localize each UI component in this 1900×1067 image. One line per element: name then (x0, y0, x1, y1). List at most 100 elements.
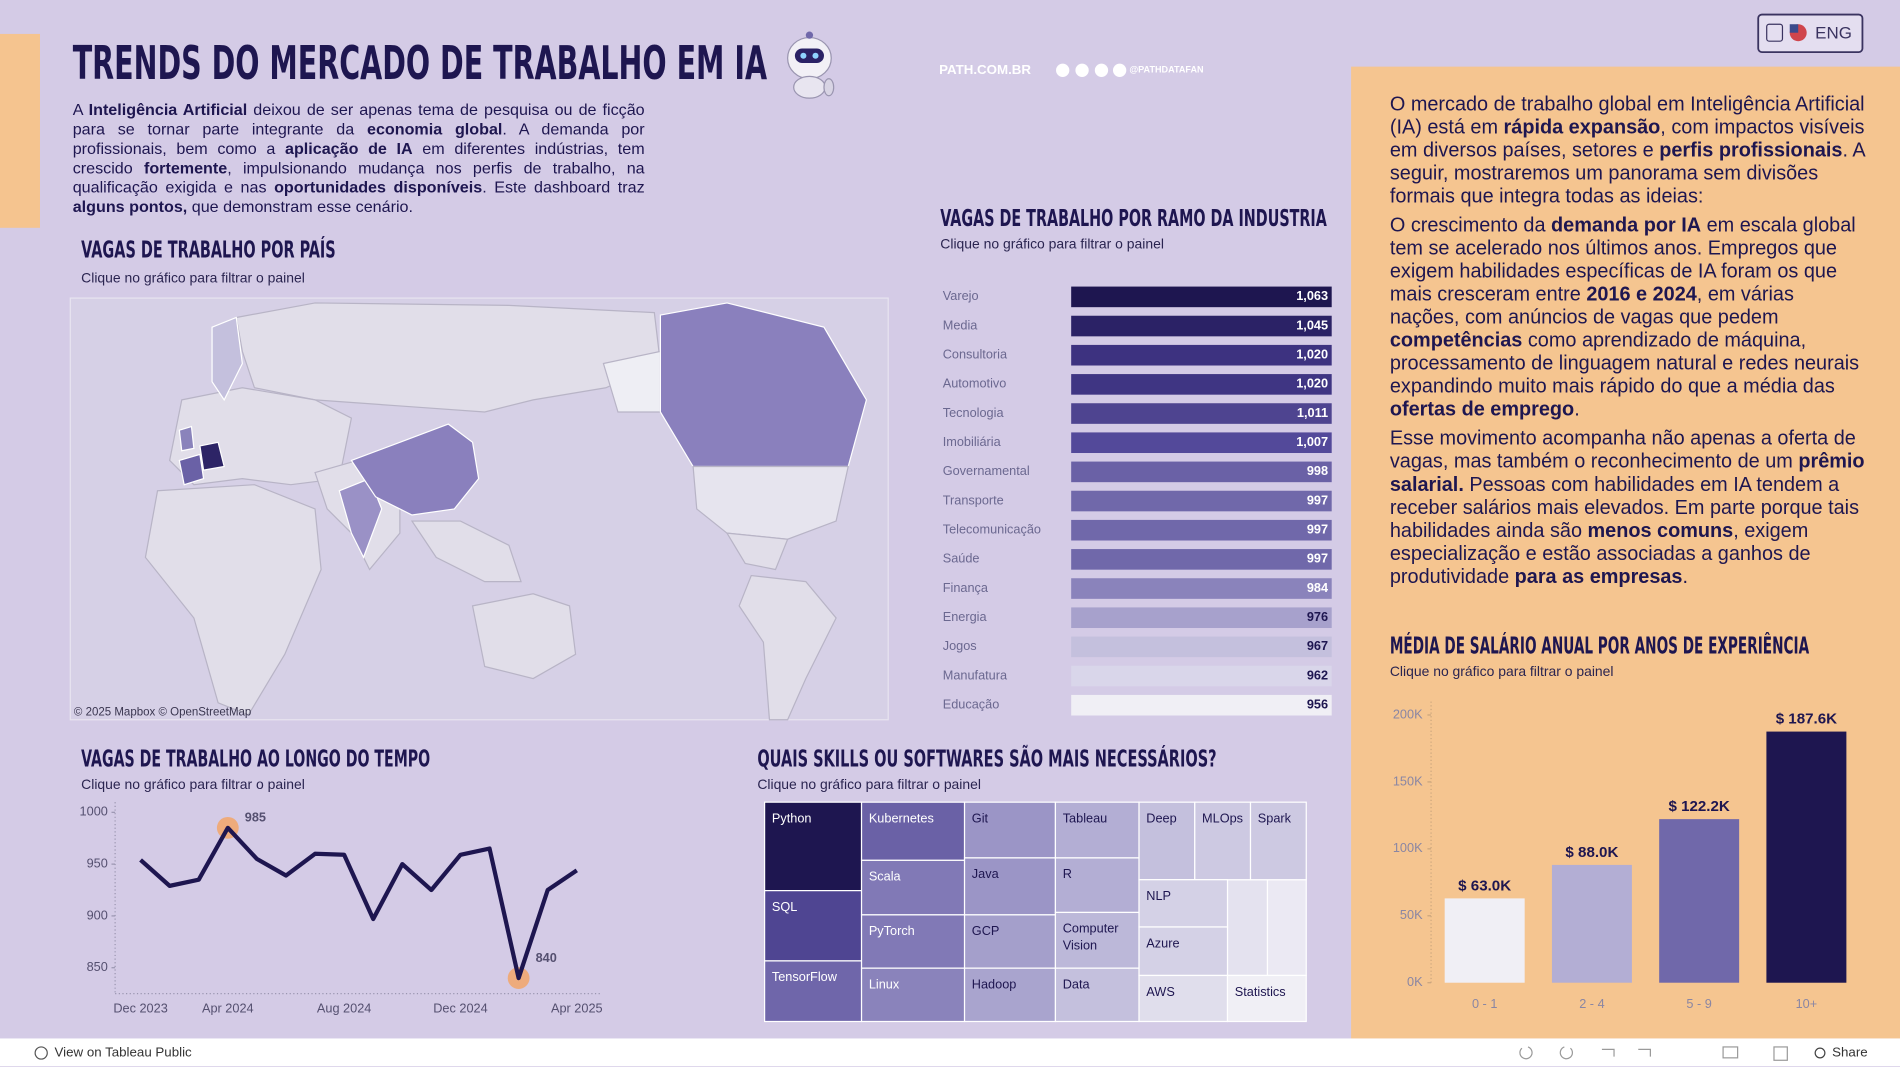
treemap-cell[interactable] (1138, 801, 1196, 881)
x-tick-label: 0 - 1 (1472, 996, 1497, 1011)
treemap-label: Hadoop (972, 977, 1017, 992)
treemap-cell[interactable] (1054, 911, 1140, 969)
text: . A seguir, mostraremos um panorama sem … (1389, 139, 1865, 208)
language-button[interactable] (1757, 13, 1864, 54)
y-tick-label: 900 (87, 907, 108, 922)
bar[interactable] (1551, 864, 1632, 983)
treemap-label: Java (972, 866, 1000, 881)
value-label: 997 (1307, 522, 1328, 537)
treemap-label: PyTorch (869, 923, 915, 938)
treemap-cell[interactable] (963, 967, 1057, 1023)
bar[interactable] (1071, 461, 1332, 483)
y-tick-label: 850 (87, 959, 108, 974)
bar[interactable] (1071, 607, 1332, 629)
treemap-cell[interactable] (1249, 801, 1307, 881)
bar[interactable] (1071, 519, 1332, 541)
treemap-label: R (1063, 866, 1072, 881)
treemap-cell[interactable] (1138, 879, 1229, 928)
treemap-label: GCP (972, 923, 1000, 938)
bar[interactable] (1071, 578, 1332, 599)
treemap-label: AWS (1146, 984, 1175, 999)
treemap-cell[interactable] (763, 890, 863, 962)
value-label: 997 (1307, 492, 1328, 507)
social-icons[interactable] (1056, 63, 1127, 77)
treemap-cell[interactable] (1226, 974, 1307, 1023)
treemap-label: Computer Vision (1063, 921, 1120, 953)
category-label: Varejo (943, 288, 979, 303)
chart-title: MÉDIA DE SALÁRIO ANUAL POR ANOS DE EXPER… (1390, 632, 1809, 660)
treemap-label: Statistics (1235, 984, 1286, 999)
treemap-label: Deep (1146, 810, 1176, 825)
category-label: Tecnologia (943, 405, 1005, 420)
text: O crescimento da (1389, 214, 1552, 237)
treemap-cell[interactable] (963, 914, 1057, 969)
y-tick-label: 950 (87, 855, 108, 870)
bar[interactable] (1071, 636, 1332, 658)
bold-text: economia global (366, 119, 503, 139)
value-label: $ 122.2K (1668, 798, 1729, 815)
category-label: Manufatura (943, 667, 1008, 682)
value-label: 1,020 (1296, 347, 1328, 362)
bar[interactable] (1071, 549, 1332, 570)
bar[interactable] (1071, 286, 1332, 308)
line[interactable] (139, 825, 578, 981)
bar[interactable] (1071, 403, 1332, 424)
bar[interactable] (1071, 432, 1332, 454)
bold-text: alguns pontos, (72, 197, 188, 216)
site-link[interactable]: PATH.COM.BR (939, 62, 1031, 77)
x-tick-label: Dec 2023 (113, 1001, 167, 1016)
bar[interactable] (1071, 374, 1332, 395)
footer-link[interactable]: View on Tableau Public (55, 1045, 193, 1060)
text: O mercado de trabalho global em Inteligê… (1389, 93, 1865, 139)
text: . Este dashboard traz (482, 178, 645, 197)
value-label: 1,045 (1296, 317, 1328, 332)
treemap-cell[interactable] (1054, 857, 1140, 914)
text: , com impactos visíveis em diversos país… (1389, 116, 1865, 162)
bold-text: Inteligência Artificial (88, 100, 248, 119)
bar[interactable] (1071, 694, 1332, 716)
toolbar-icons[interactable] (1519, 1046, 1826, 1061)
bar[interactable] (1766, 731, 1847, 983)
flag-canton (1789, 24, 1799, 33)
chart-title: VAGAS DE TRABALHO AO LONGO DO TEMPO (81, 746, 430, 772)
treemap-cell[interactable] (1266, 879, 1307, 977)
chart-subtitle: Clique no gráfico para filtrar o painel (81, 776, 305, 792)
treemap-label: Linux (869, 977, 900, 992)
paragraph: O crescimento da demanda por IA em escal… (1390, 214, 1865, 421)
paragraph: Esse movimento acompanha não apenas a of… (1390, 428, 1865, 589)
value-label: 998 (1307, 463, 1328, 478)
language-label[interactable]: ENG (1815, 23, 1852, 42)
treemap-cell[interactable] (1194, 801, 1252, 881)
treemap-cell[interactable] (963, 801, 1057, 859)
bar[interactable] (1071, 490, 1332, 512)
category-label: Energia (943, 609, 988, 624)
bar[interactable] (1659, 819, 1740, 983)
value-label: $ 88.0K (1565, 844, 1618, 861)
treemap-cell[interactable] (1226, 879, 1269, 977)
bar[interactable] (1071, 315, 1332, 337)
treemap-subtitle: Clique no gráfico para filtrar o painel (757, 776, 981, 792)
y-tick-label: 1000 (80, 804, 108, 819)
share-button[interactable]: Share (1832, 1045, 1868, 1060)
treemap-cell[interactable] (1138, 974, 1229, 1023)
chart-subtitle: Clique no gráfico para filtrar o painel (1390, 663, 1614, 679)
x-tick-label: Apr 2024 (202, 1001, 254, 1016)
value-label: 976 (1307, 609, 1328, 624)
text: em escala global tem se acelerado nos úl… (1389, 214, 1856, 306)
text: , exigem especialização e estão associad… (1389, 519, 1811, 588)
bar[interactable] (1444, 898, 1525, 983)
accent-strip (0, 33, 40, 228)
treemap-cell[interactable] (763, 960, 863, 1023)
bar[interactable] (1071, 344, 1332, 366)
category-label: Jogos (943, 638, 977, 653)
world-map[interactable] (69, 297, 889, 721)
treemap-cell[interactable] (1138, 926, 1229, 977)
bar[interactable] (1071, 665, 1332, 687)
treemap-cell[interactable] (860, 859, 966, 916)
treemap-label: TensorFlow (772, 969, 838, 984)
robot-icon (787, 31, 835, 99)
treemap-label: Spark (1258, 810, 1292, 825)
text: Esse movimento acompanha não apenas a of… (1389, 427, 1856, 473)
